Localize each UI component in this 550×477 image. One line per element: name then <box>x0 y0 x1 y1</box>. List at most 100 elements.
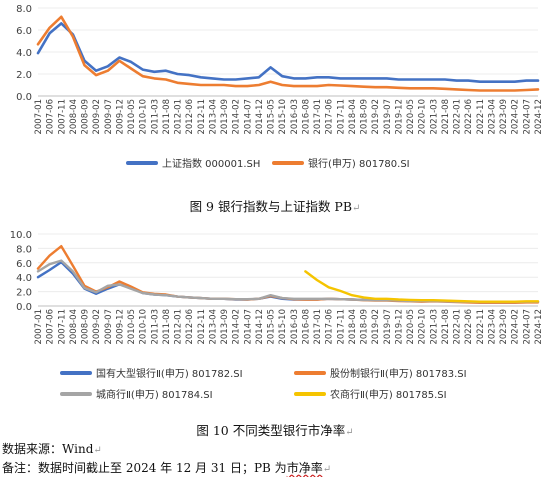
x-tick-label: 2012-01 <box>174 99 184 135</box>
x-tick-label: 2012-06 <box>185 99 195 135</box>
x-tick-label: 2010-10 <box>139 309 149 345</box>
x-tick-label: 2015-05 <box>267 309 277 345</box>
x-tick-label: 2021-03 <box>429 309 439 345</box>
x-tick-label: 2011-08 <box>162 309 172 345</box>
legend-label: 上证指数 000001.SH <box>162 157 260 170</box>
y-tick-label: 0.0 <box>16 302 32 313</box>
x-tick-label: 2011-08 <box>162 99 172 135</box>
x-tick-label: 2019-07 <box>383 309 393 345</box>
y-tick-label: 8.0 <box>16 4 32 15</box>
y-tick-label: 6.0 <box>16 26 32 37</box>
y-tick-label: 2.0 <box>16 288 32 299</box>
remark-note: 备注：数据时间截止至 2024 年 12 月 31 日；PB 为市净率↵ <box>2 461 332 475</box>
x-tick-label: 2022-11 <box>476 99 486 135</box>
legend-label: 股份制银行Ⅱ(申万) 801783.SI <box>330 367 467 380</box>
x-tick-label: 2011-03 <box>150 99 160 135</box>
data-source-note: 数据来源：Wind↵ <box>2 442 102 456</box>
x-tick-label: 2010-10 <box>139 99 149 135</box>
series-line <box>304 270 540 303</box>
x-tick-label: 2015-10 <box>278 309 288 345</box>
x-tick-label: 2008-04 <box>69 99 79 135</box>
x-tick-label: 2014-07 <box>243 99 253 135</box>
x-tick-label: 2007-06 <box>46 99 56 135</box>
legend-label: 银行(申万) 801780.SI <box>308 157 410 170</box>
x-tick-label: 2024-07 <box>522 309 532 345</box>
x-tick-label: 2023-09 <box>499 99 509 135</box>
x-tick-label: 2008-09 <box>81 309 91 345</box>
x-tick-label: 2019-12 <box>394 99 404 135</box>
x-tick-label: 2013-04 <box>208 309 218 345</box>
legend-label: 城商行Ⅱ(申万) 801784.SI <box>96 388 213 401</box>
x-tick-label: 2007-11 <box>57 309 67 345</box>
x-tick-label: 2013-09 <box>220 99 230 135</box>
x-tick-label: 2024-12 <box>534 309 544 345</box>
x-tick-label: 2024-02 <box>511 99 521 135</box>
x-tick-label: 2020-05 <box>406 99 416 135</box>
x-tick-label: 2015-10 <box>278 99 288 135</box>
figure-10-caption: 图 10 不同类型银行市净率↵ <box>196 423 354 438</box>
y-tick-label: 8.0 <box>16 244 32 255</box>
x-tick-label: 2022-06 <box>464 99 474 135</box>
x-tick-label: 2012-01 <box>174 309 184 345</box>
x-tick-label: 2014-07 <box>243 309 253 345</box>
x-tick-label: 2018-09 <box>360 309 370 345</box>
x-tick-label: 2020-10 <box>418 309 428 345</box>
x-tick-label: 2009-02 <box>92 99 102 135</box>
series-line <box>36 259 540 304</box>
x-tick-label: 2009-02 <box>92 309 102 345</box>
y-tick-label: 2.0 <box>16 70 32 81</box>
x-tick-label: 2010-05 <box>127 99 137 135</box>
x-tick-label: 2013-09 <box>220 309 230 345</box>
series-line <box>36 22 540 83</box>
x-tick-label: 2020-05 <box>406 309 416 345</box>
x-tick-label: 2021-03 <box>429 99 439 135</box>
x-tick-label: 2021-08 <box>441 309 451 345</box>
x-tick-label: 2013-04 <box>208 99 218 135</box>
x-tick-label: 2021-08 <box>441 99 451 135</box>
x-tick-label: 2018-09 <box>360 99 370 135</box>
bank-types-pb-chart: 0.0 2.0 4.0 6.0 8.0 10.0 2007-01 2007-06 2007-11… <box>10 230 544 401</box>
x-tick-label: 2017-11 <box>336 99 346 135</box>
x-tick-label: 2023-09 <box>499 309 509 345</box>
x-tick-label: 2008-04 <box>69 309 79 345</box>
x-tick-label: 2016-03 <box>290 99 300 135</box>
x-tick-label: 2022-01 <box>453 309 463 345</box>
x-tick-label: 2023-04 <box>487 99 497 135</box>
legend-label: 农商行Ⅱ(申万) 801785.SI <box>330 388 447 401</box>
legend-label: 国有大型银行Ⅱ(申万) 801782.SI <box>96 367 243 380</box>
x-tick-label: 2019-07 <box>383 99 393 135</box>
x-tick-label: 2023-04 <box>487 309 497 345</box>
series-line <box>36 260 540 304</box>
x-tick-label: 2017-01 <box>313 99 323 135</box>
x-tick-label: 2009-07 <box>104 99 114 135</box>
series-line <box>36 245 540 305</box>
x-tick-label: 2007-11 <box>57 99 67 135</box>
x-tick-label: 2017-06 <box>325 99 335 135</box>
x-tick-label: 2024-02 <box>511 309 521 345</box>
figure-9-caption: 图 9 银行指数与上证指数 PB↵ <box>189 199 361 214</box>
x-tick-label: 2016-08 <box>301 309 311 345</box>
x-tick-label: 2011-03 <box>150 309 160 345</box>
x-tick-label: 2016-08 <box>301 99 311 135</box>
x-tick-label: 2022-01 <box>453 99 463 135</box>
x-tick-label: 2017-06 <box>325 309 335 345</box>
x-tick-label: 2009-12 <box>115 309 125 345</box>
x-tick-label: 2008-09 <box>81 99 91 135</box>
x-tick-label: 2007-01 <box>34 309 44 345</box>
x-tick-label: 2022-06 <box>464 309 474 345</box>
y-tick-label: 0.0 <box>16 92 32 103</box>
x-tick-label: 2007-01 <box>34 99 44 135</box>
x-tick-label: 2014-12 <box>255 309 265 345</box>
x-tick-label: 2017-01 <box>313 309 323 345</box>
x-tick-label: 2017-11 <box>336 309 346 345</box>
series-line <box>36 15 540 92</box>
y-tick-label: 4.0 <box>16 273 32 284</box>
x-tick-label: 2014-02 <box>232 309 242 345</box>
x-tick-label: 2019-02 <box>371 99 381 135</box>
x-tick-label: 2014-12 <box>255 99 265 135</box>
x-tick-label: 2012-11 <box>197 99 207 135</box>
x-tick-label: 2018-04 <box>348 99 358 135</box>
x-tick-label: 2009-12 <box>115 99 125 135</box>
x-tick-label: 2024-12 <box>534 99 544 135</box>
